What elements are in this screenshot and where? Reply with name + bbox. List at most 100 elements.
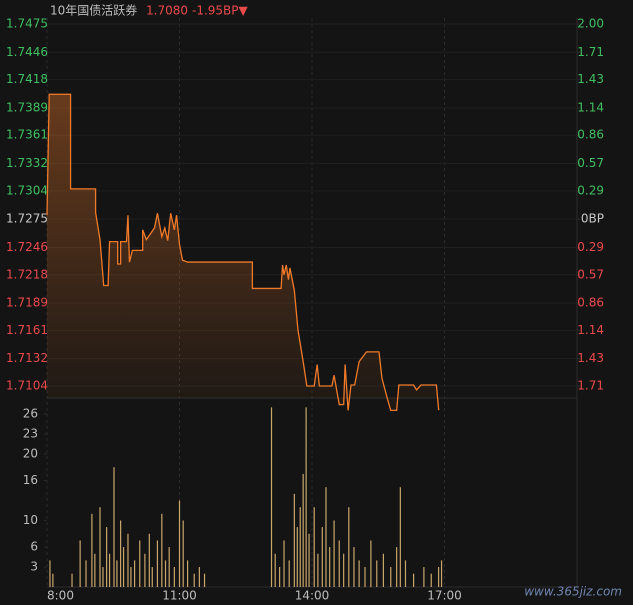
volume-bar — [317, 553, 319, 587]
volume-bar — [164, 560, 167, 587]
volume-bar — [279, 567, 281, 587]
volume-bar — [108, 553, 111, 587]
y-tick-label: 1.7446 — [6, 45, 48, 59]
volume-bar — [173, 567, 175, 587]
volume-bar — [151, 567, 153, 587]
price-line — [46, 93, 440, 412]
volume-bar — [203, 573, 206, 587]
volume-bar — [156, 540, 159, 587]
y2-tick-label: 1.43 — [577, 72, 604, 86]
y2-tick-label: 1.14 — [577, 100, 604, 114]
x-tick-label: 14:00 — [295, 589, 330, 603]
volume-bar — [133, 560, 136, 587]
volume-bar — [364, 567, 366, 587]
volume-bar — [412, 573, 415, 587]
volume-bar — [99, 507, 101, 587]
volume-bar — [302, 473, 304, 587]
volume-bar — [293, 493, 295, 587]
volume-bar — [283, 540, 285, 587]
volume-tick-label: 10 — [23, 513, 38, 527]
x-tick-label: 8:00 — [47, 589, 74, 603]
volume-bar — [79, 540, 81, 587]
volume-bar — [102, 567, 104, 587]
volume-bar — [333, 520, 335, 587]
volume-bar — [404, 560, 407, 587]
volume-tick-label: 16 — [23, 473, 38, 487]
y2-tick-label: 1.14 — [577, 323, 604, 337]
volume-bar — [198, 567, 200, 587]
volume-bar — [139, 540, 141, 587]
volume-bar — [423, 567, 425, 587]
y-tick-label: 1.7304 — [6, 183, 48, 197]
volume-bar — [325, 487, 327, 587]
volume-bar — [399, 487, 401, 587]
volume-bar — [430, 573, 432, 587]
volume-bar — [382, 553, 385, 587]
volume-bar — [91, 513, 93, 587]
volume-bar — [438, 567, 440, 587]
y2-tick-label: 0.57 — [577, 267, 604, 281]
volume-bar — [85, 560, 87, 587]
volume-bar — [308, 533, 310, 587]
volume-tick-label: 3 — [30, 560, 38, 574]
volume-tick-label: 26 — [23, 407, 38, 421]
volume-bar — [358, 560, 360, 587]
volume-bar — [270, 407, 273, 587]
volume-bar — [113, 467, 115, 587]
volume-bar — [299, 507, 301, 587]
y-tick-label: 1.7389 — [6, 100, 48, 114]
x-tick-label: 17:00 — [427, 589, 462, 603]
volume-bar — [144, 553, 146, 587]
volume-bar — [161, 513, 163, 587]
y-tick-label: 1.7475 — [6, 17, 48, 31]
change: -1.95BP▼ — [192, 4, 249, 18]
volume-bar — [274, 553, 276, 587]
volume-bar — [440, 560, 443, 587]
y2-tick-label: 0.29 — [577, 183, 604, 197]
y-tick-label: 1.7104 — [6, 379, 48, 393]
volume-bar — [193, 573, 195, 587]
volume-bar — [343, 553, 345, 587]
volume-bar — [49, 560, 51, 587]
price-area — [47, 94, 440, 411]
volume-bar — [348, 507, 350, 587]
y-tick-label: 1.7189 — [6, 296, 48, 310]
volume-bar — [122, 547, 125, 587]
y-tick-label: 1.7275 — [6, 212, 48, 226]
volume-bar — [94, 553, 96, 587]
volume-tick-label: 20 — [23, 446, 38, 460]
y2-tick-label: 0.86 — [577, 296, 604, 310]
y2-tick-label: 1.43 — [577, 351, 604, 365]
y-tick-label: 1.7218 — [6, 267, 48, 281]
y2-tick-label: 0.86 — [577, 128, 604, 142]
y-tick-label: 1.7361 — [6, 128, 48, 142]
y-tick-label: 1.7246 — [6, 240, 48, 254]
volume-bar — [168, 547, 170, 587]
volume-bar — [127, 533, 129, 587]
volume-bar — [338, 540, 340, 587]
volume-bar — [353, 547, 355, 587]
watermark: www.365jiz.com — [524, 585, 622, 599]
volume-bar — [396, 547, 398, 587]
volume-bar — [288, 560, 290, 587]
x-tick-label: 11:00 — [162, 589, 197, 603]
volume-bar — [116, 560, 118, 587]
volume-bar — [390, 567, 392, 587]
volume-bar — [71, 573, 73, 587]
volume-bar — [130, 567, 132, 587]
y-tick-label: 1.7161 — [6, 323, 48, 337]
chart-title: 10年国债活跃券 — [50, 3, 137, 18]
y2-tick-label: 1.71 — [577, 379, 604, 393]
volume-bar — [106, 527, 108, 587]
volume-bar — [120, 520, 122, 587]
y2-tick-label: 0.57 — [577, 156, 604, 170]
volume-bar — [305, 407, 307, 587]
volume-bar — [321, 527, 323, 587]
y-tick-label: 1.7332 — [6, 156, 48, 170]
y2-tick-label: 0.29 — [577, 240, 604, 254]
volume-bar — [313, 507, 315, 587]
volume-tick-label: 6 — [30, 540, 38, 554]
volume-bar — [329, 547, 331, 587]
